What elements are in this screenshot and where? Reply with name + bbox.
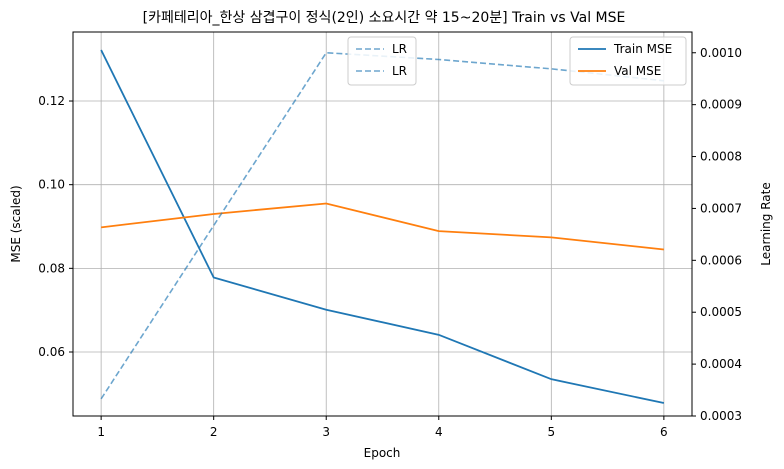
series-line-train-mse — [100, 49, 665, 404]
x-axis-label: Epoch — [364, 446, 401, 460]
y2-axis-ticks: 0.0003 0.0004 0.0005 0.0006 0.0007 0.0008 0.00… — [692, 46, 742, 423]
y-tick-label: 0.12 — [38, 94, 65, 108]
y2-tick-label: 0.0010 — [700, 46, 742, 60]
legend-left-label-2: LR — [392, 64, 407, 78]
x-tick-label: 4 — [435, 425, 443, 439]
x-tick-label: 3 — [322, 425, 330, 439]
y2-tick-label: 0.0006 — [700, 253, 742, 267]
y-axis-label: MSE (scaled) — [9, 185, 23, 262]
x-tick-label: 2 — [210, 425, 218, 439]
y2-tick-label: 0.0009 — [700, 98, 742, 112]
plot-frame — [72, 31, 693, 417]
y-axis-ticks: 0.06 0.08 0.10 0.12 — [38, 94, 73, 359]
series-line-lr — [100, 51, 664, 400]
legend-left-label-1: LR — [392, 42, 407, 56]
x-axis-ticks: 1 2 3 4 5 6 — [97, 416, 668, 439]
chart-title: [카페테리아_한상 삼겹구이 정식(2인) 소요시간 약 15~20분] Tra… — [143, 10, 626, 26]
grid — [73, 32, 692, 416]
x-tick-label: 5 — [547, 425, 555, 439]
y2-tick-label: 0.0005 — [700, 305, 742, 319]
legend-right-label-2: Val MSE — [614, 64, 661, 78]
legend-right-label-1: Train MSE — [613, 42, 672, 56]
legend-right: Train MSE Val MSE — [569, 36, 687, 86]
y-tick-label: 0.06 — [38, 345, 65, 359]
x-tick-label: 6 — [660, 425, 668, 439]
x-tick-label: 1 — [97, 425, 105, 439]
y2-tick-label: 0.0003 — [700, 409, 742, 423]
series-layer — [100, 49, 665, 404]
y-tick-label: 0.08 — [38, 261, 65, 275]
y2-tick-label: 0.0007 — [700, 201, 742, 215]
legend-left: LR LR — [347, 36, 417, 86]
y2-axis-label: Learning Rate — [759, 182, 773, 265]
y2-tick-label: 0.0008 — [700, 150, 742, 164]
series-line-val-mse — [101, 202, 664, 251]
y-tick-label: 0.10 — [38, 178, 65, 192]
y2-tick-label: 0.0004 — [700, 357, 742, 371]
